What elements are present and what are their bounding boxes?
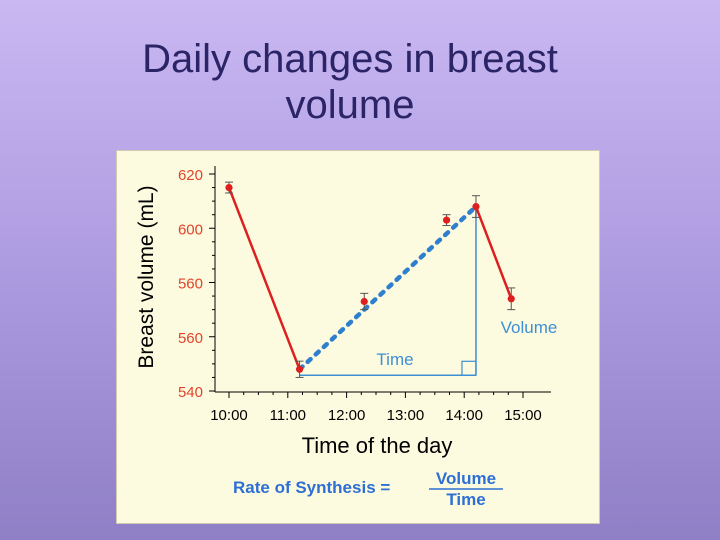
chart-svg: 540 560 560 600 620 10:00 11:00 12:00 13:00 14:00… — [135, 166, 557, 509]
formula-label: Rate of Synthesis = — [233, 478, 390, 497]
data-point — [295, 365, 304, 373]
data-point — [360, 297, 368, 306]
x-axis-label: Time of the day — [302, 433, 453, 458]
slide-title: Daily changes in breast volume — [142, 37, 558, 127]
annotation-layer — [297, 204, 479, 377]
y-tick-label: 600 — [178, 221, 203, 238]
time-annotation: Time — [376, 350, 413, 369]
x-tick-label: 15:00 — [504, 407, 542, 424]
volume-annotation: Volume — [501, 318, 558, 337]
x-tick-label: 13:00 — [387, 407, 425, 424]
y-tick-label: 560 — [178, 330, 203, 347]
y-axis-label: Breast volume (mL) — [135, 185, 158, 368]
formula-numerator: Volume — [436, 469, 496, 488]
axis-layer: 540 560 560 600 620 10:00 11:00 12:00 13:00 14:00… — [178, 166, 551, 424]
x-tick-label: 12:00 — [328, 407, 366, 424]
data-point — [442, 216, 451, 224]
y-tick-label: 560 — [178, 276, 203, 293]
x-tick-label: 11:00 — [270, 407, 306, 424]
series-layer — [225, 181, 516, 378]
data-point — [507, 295, 515, 303]
y-tick-label: 540 — [178, 384, 203, 401]
y-tick-label: 620 — [178, 167, 203, 184]
synthesis-dotted-line — [297, 204, 479, 372]
formula-denominator: Time — [446, 490, 485, 509]
data-point — [225, 183, 233, 192]
label-layer: Breast volume (mL) Time of the day Time … — [135, 185, 557, 509]
volume-line-segment — [227, 187, 301, 370]
data-point — [472, 202, 480, 211]
chart-panel: 540 560 560 600 620 10:00 11:00 12:00 13:00 14:00… — [116, 150, 600, 524]
x-tick-label: 10:00 — [210, 407, 248, 424]
right-angle-marker — [461, 360, 477, 376]
x-tick-label: 14:00 — [445, 407, 483, 424]
volume-line-segment — [474, 206, 513, 300]
